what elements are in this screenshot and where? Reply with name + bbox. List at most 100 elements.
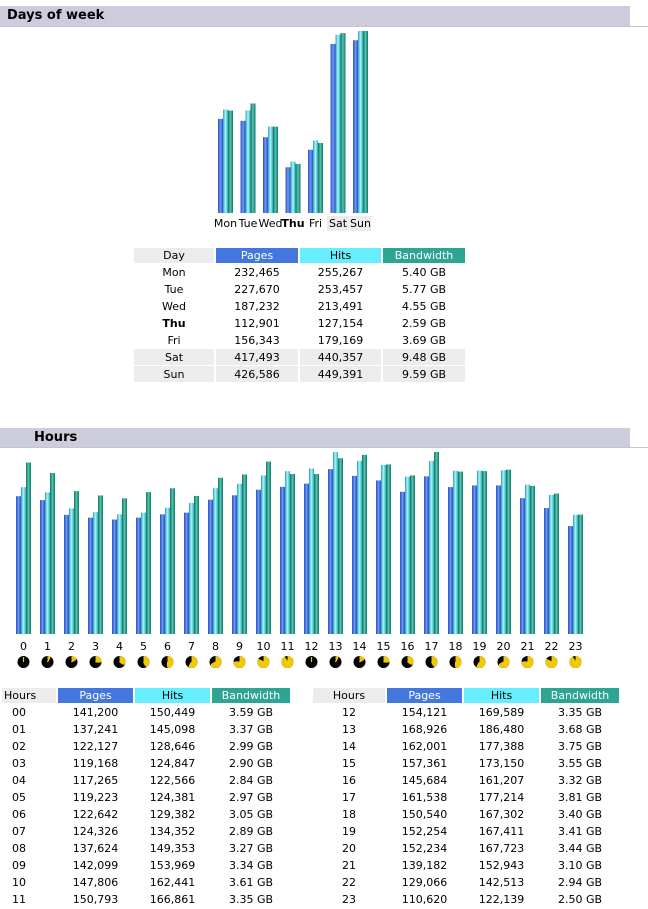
cell-hits: 161,207 xyxy=(478,773,525,787)
bar-bandwidth-13 xyxy=(338,458,343,634)
col-header-day: Day xyxy=(134,248,214,263)
bar-pages-9 xyxy=(232,495,237,634)
col-header-bandwidth: Bandwidth xyxy=(541,688,619,703)
hour-label-20: 20 xyxy=(497,640,511,653)
cell-hits: 162,441 xyxy=(149,875,196,889)
day-label-sun: Sun xyxy=(350,217,371,230)
col-header-hits: Hits xyxy=(300,248,381,263)
col-header-hours: Hours xyxy=(313,688,385,703)
cell-pages: 227,670 xyxy=(234,282,280,296)
table-row: Sat 417,493 440,357 9.48 GB xyxy=(134,349,465,365)
table-row: Thu 112,901 127,154 2.59 GB xyxy=(134,315,465,331)
bar-hits-17 xyxy=(429,461,434,634)
cell-pages: 147,806 xyxy=(72,875,119,889)
cell-pages: 119,168 xyxy=(72,756,119,770)
cell-pages: 117,265 xyxy=(72,773,119,787)
cell-pages: 150,793 xyxy=(72,892,119,906)
cell-pages: 145,684 xyxy=(401,773,448,787)
bar-pages-14 xyxy=(352,475,357,634)
cell-bw: 3.05 GB xyxy=(228,807,274,821)
cell-hits: 149,353 xyxy=(149,841,196,855)
cell-hour: 16 xyxy=(342,773,356,787)
hours-table-left: Hours Pages Hits Bandwidth 00 141,200 150,… xyxy=(0,687,292,908)
bar-pages-5 xyxy=(136,517,141,634)
cell-pages: 137,241 xyxy=(72,722,119,736)
table-row: 07 124,326 134,352 2.89 GB xyxy=(2,823,290,839)
cell-hits: 167,302 xyxy=(478,807,525,821)
bar-hits-sat xyxy=(335,34,341,213)
col-header-hits: Hits xyxy=(464,688,539,703)
hour-label-0: 0 xyxy=(20,640,27,653)
bar-pages-thu xyxy=(285,167,291,213)
bar-hits-20 xyxy=(501,470,506,634)
cell-hits: 449,391 xyxy=(300,366,381,382)
cell-pages: 110,620 xyxy=(401,892,448,906)
cell-day: Sun xyxy=(134,366,214,382)
cell-bw: 3.35 GB xyxy=(557,705,603,719)
cell-hits: 127,154 xyxy=(317,316,364,330)
day-label-tue: Tue xyxy=(238,217,258,230)
cell-hits: 122,566 xyxy=(149,773,196,787)
cell-pages: 156,343 xyxy=(234,333,280,347)
cell-bw: 3.35 GB xyxy=(228,892,274,906)
hour-label-21: 21 xyxy=(521,640,535,653)
hours-title: Hours xyxy=(34,430,78,445)
bar-pages-0 xyxy=(16,496,21,634)
cell-hits: 129,382 xyxy=(149,807,196,821)
cell-hits: 186,480 xyxy=(478,722,525,736)
hour-label-4: 4 xyxy=(116,640,123,653)
table-row: 04 117,265 122,566 2.84 GB xyxy=(2,772,290,788)
clock-icon xyxy=(449,656,462,668)
table-row: 11 150,793 166,861 3.35 GB xyxy=(2,891,290,907)
cell-hour: 09 xyxy=(12,858,26,872)
table-row: 19 152,254 167,411 3.41 GB xyxy=(313,823,619,839)
clock-icon xyxy=(161,656,174,668)
cell-pages: 112,901 xyxy=(234,316,280,330)
cell-bw: 2.59 GB xyxy=(401,316,447,330)
bar-pages-21 xyxy=(520,498,525,634)
bar-bandwidth-10 xyxy=(266,461,271,634)
cell-bw: 3.10 GB xyxy=(557,858,603,872)
cell-day: Sat xyxy=(134,349,214,365)
cell-hour: 19 xyxy=(342,824,356,838)
day-label-thu: Thu xyxy=(281,217,304,230)
bar-bandwidth-fri xyxy=(318,142,323,213)
cell-hits: 150,449 xyxy=(149,705,196,719)
bar-bandwidth-6 xyxy=(170,488,175,634)
bar-hits-mon xyxy=(223,109,228,213)
bar-pages-20 xyxy=(496,485,501,634)
cell-pages: 426,586 xyxy=(216,366,298,382)
bar-pages-3 xyxy=(88,517,93,634)
table-row: Sun 426,586 449,391 9.59 GB xyxy=(134,366,465,382)
cell-pages: 137,624 xyxy=(72,841,119,855)
bar-hits-22 xyxy=(549,494,554,634)
bar-pages-sat xyxy=(330,43,336,213)
clock-icon xyxy=(137,656,150,668)
cell-pages: 152,234 xyxy=(401,841,448,855)
clock-icon xyxy=(353,656,366,668)
cell-pages: 157,361 xyxy=(401,756,448,770)
cell-hits: 153,969 xyxy=(149,858,196,872)
bar-bandwidth-21 xyxy=(530,485,535,634)
col-header-hits: Hits xyxy=(135,688,210,703)
bar-hits-12 xyxy=(309,468,314,634)
bar-pages-mon xyxy=(218,118,223,213)
cell-bw: 3.32 GB xyxy=(557,773,603,787)
hour-label-9: 9 xyxy=(236,640,243,653)
bar-bandwidth-11 xyxy=(290,473,295,634)
bar-bandwidth-2 xyxy=(74,491,79,634)
cell-bw: 3.81 GB xyxy=(557,790,603,804)
clock-icon xyxy=(497,656,510,668)
cell-pages: 129,066 xyxy=(401,875,448,889)
col-header-pages: Pages xyxy=(58,688,133,703)
bar-hits-5 xyxy=(141,512,146,634)
day-label-highlight xyxy=(349,216,372,231)
bar-bandwidth-8 xyxy=(218,477,223,634)
table-row: 05 119,223 124,381 2.97 GB xyxy=(2,789,290,805)
bar-bandwidth-mon xyxy=(228,110,233,213)
bar-pages-4 xyxy=(112,519,117,634)
cell-pages: 139,182 xyxy=(401,858,448,872)
bar-pages-22 xyxy=(544,508,549,634)
cell-hour: 06 xyxy=(12,807,26,821)
bar-bandwidth-wed xyxy=(273,126,278,213)
